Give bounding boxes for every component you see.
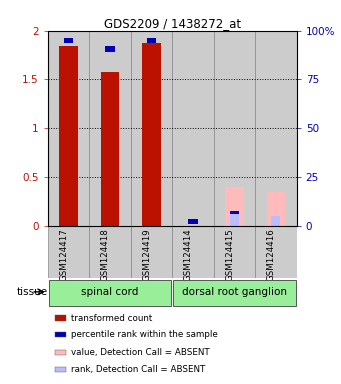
Text: GSM124417: GSM124417 — [59, 228, 69, 281]
Bar — [214, 31, 255, 226]
Bar — [147, 38, 156, 43]
Bar — [48, 226, 89, 278]
Text: GSM124415: GSM124415 — [225, 228, 235, 281]
Bar — [255, 31, 297, 226]
Title: GDS2209 / 1438272_at: GDS2209 / 1438272_at — [104, 17, 241, 30]
Text: GSM124416: GSM124416 — [267, 228, 276, 281]
Bar — [55, 350, 66, 355]
Bar — [230, 211, 239, 217]
Text: GSM124419: GSM124419 — [143, 228, 151, 281]
Bar — [59, 46, 78, 226]
Bar — [225, 187, 244, 226]
Bar — [267, 192, 285, 226]
FancyBboxPatch shape — [173, 280, 296, 306]
Text: tissue: tissue — [17, 287, 48, 297]
Bar — [64, 38, 73, 43]
Bar — [48, 31, 89, 226]
Bar — [131, 226, 172, 278]
Text: dorsal root ganglion: dorsal root ganglion — [182, 287, 287, 297]
Text: rank, Detection Call = ABSENT: rank, Detection Call = ABSENT — [71, 366, 205, 374]
Bar — [89, 226, 131, 278]
Bar — [188, 219, 197, 223]
Bar — [230, 214, 239, 226]
Bar — [142, 43, 161, 226]
Bar — [225, 213, 244, 226]
Bar — [214, 226, 255, 278]
Text: transformed count: transformed count — [71, 313, 152, 323]
Bar — [255, 226, 297, 278]
Bar — [172, 31, 214, 226]
Text: spinal cord: spinal cord — [81, 287, 139, 297]
Bar — [101, 72, 119, 226]
Text: GSM124414: GSM124414 — [184, 228, 193, 281]
FancyBboxPatch shape — [48, 280, 172, 306]
Text: percentile rank within the sample: percentile rank within the sample — [71, 330, 218, 339]
Bar — [172, 226, 214, 278]
Text: GSM124418: GSM124418 — [101, 228, 110, 281]
Bar — [89, 31, 131, 226]
Bar — [55, 332, 66, 338]
Bar — [105, 46, 115, 52]
Bar — [55, 316, 66, 321]
Bar — [131, 31, 172, 226]
Text: value, Detection Call = ABSENT: value, Detection Call = ABSENT — [71, 348, 209, 357]
Bar — [271, 216, 281, 226]
Bar — [55, 367, 66, 372]
